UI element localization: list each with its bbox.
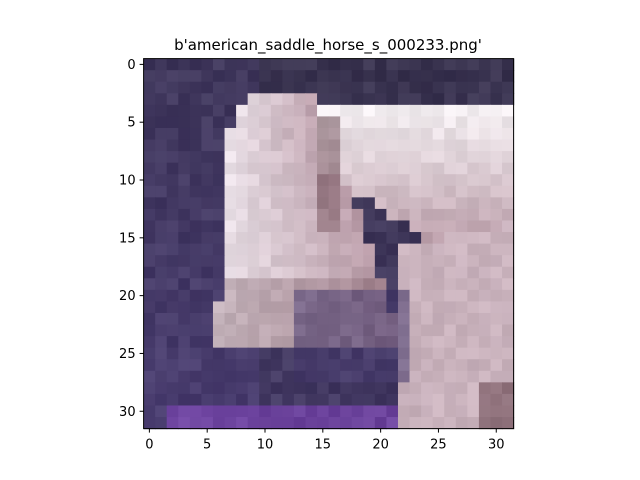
y-axis: 0 5 10 15 20 25 30 [119, 58, 144, 420]
pixelated-horse-image [143, 58, 515, 430]
x-tick-label: 30 [488, 438, 505, 453]
x-axis: 0 5 10 15 20 25 30 [145, 428, 505, 453]
x-tick-label: 5 [203, 438, 211, 453]
y-tick-label: 25 [119, 347, 136, 362]
figure-title: b'american_saddle_horse_s_000233.png' [174, 36, 482, 55]
x-tick-label: 15 [315, 438, 332, 453]
y-tick-label: 20 [119, 289, 136, 304]
x-tick-label: 10 [257, 438, 274, 453]
y-tick-label: 30 [119, 405, 136, 420]
x-tick-label: 25 [430, 438, 447, 453]
axes-frame [143, 58, 515, 430]
x-tick-label: 0 [145, 438, 153, 453]
y-tick-label: 10 [119, 174, 136, 189]
y-tick-label: 5 [127, 116, 135, 131]
y-tick-label: 15 [119, 231, 136, 246]
x-tick-label: 20 [372, 438, 389, 453]
y-tick-label: 0 [127, 58, 135, 73]
